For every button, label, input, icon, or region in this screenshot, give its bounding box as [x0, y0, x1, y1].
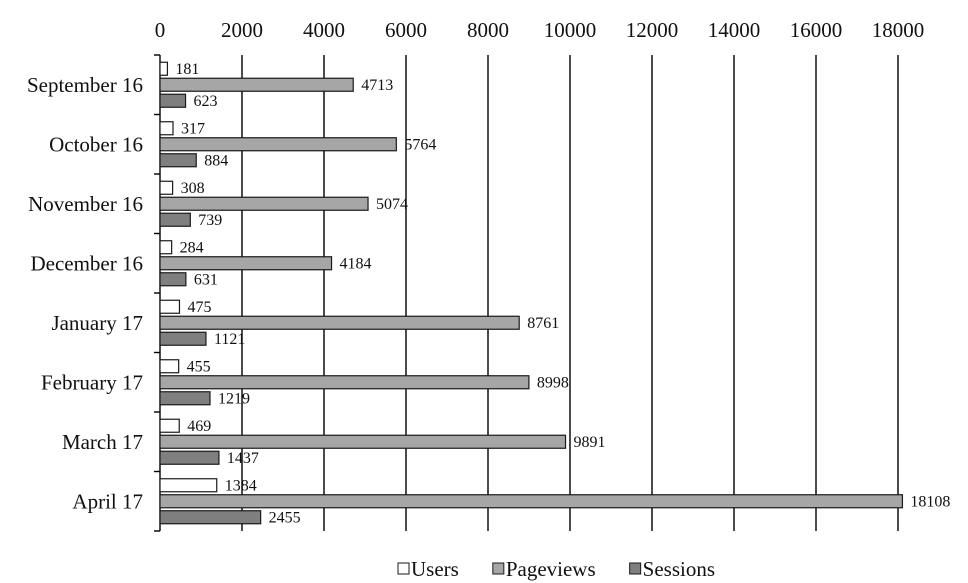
value-label-pageviews-december-16: 4184 [340, 255, 372, 272]
bar-pageviews-february-17 [159, 375, 530, 390]
legend-item-users: Users [397, 557, 459, 581]
bar-pageviews-october-16 [159, 137, 397, 152]
value-label-users-october-16: 317 [181, 120, 205, 137]
category-label-september-16: September 16 [27, 73, 143, 97]
bar-sessions-december-16 [159, 272, 187, 287]
value-label-pageviews-april-17: 18108 [910, 493, 950, 510]
x-tick-label-0: 0 [155, 18, 166, 42]
bar-sessions-october-16 [159, 153, 197, 168]
bar-pageviews-march-17 [159, 434, 567, 449]
category-label-march-17: March 17 [62, 430, 143, 454]
legend-label-sessions: Sessions [643, 557, 715, 581]
legend: Users Pageviews Sessions [397, 557, 715, 581]
value-label-sessions-december-16: 631 [194, 271, 218, 288]
legend-label-pageviews: Pageviews [506, 557, 596, 581]
category-label-november-16: November 16 [28, 192, 143, 216]
value-label-sessions-january-17: 1121 [214, 331, 245, 348]
legend-label-users: Users [411, 557, 459, 581]
bar-sessions-march-17 [159, 450, 220, 465]
y-axis [154, 54, 161, 532]
legend-item-pageviews: Pageviews [492, 557, 596, 581]
category-labels: September 16 October 16 November 16 Decembe… [27, 73, 143, 514]
category-label-january-17: January 17 [51, 311, 143, 335]
bar-users-april-17 [159, 478, 218, 493]
value-label-sessions-november-16: 739 [198, 212, 222, 229]
bar-sessions-january-17 [159, 331, 207, 346]
value-label-pageviews-september-16: 4713 [361, 77, 393, 94]
value-label-users-february-17: 455 [187, 358, 211, 375]
value-label-users-september-16: 181 [175, 61, 199, 78]
category-label-april-17: April 17 [72, 489, 143, 513]
bar-users-february-17 [159, 359, 180, 374]
value-label-pageviews-january-17: 8761 [527, 315, 559, 332]
bar-sessions-september-16 [159, 93, 187, 108]
bar-pageviews-december-16 [159, 256, 333, 271]
x-tick-label-14000: 14000 [708, 18, 761, 42]
value-label-pageviews-march-17: 9891 [574, 434, 606, 451]
value-label-sessions-april-17: 2455 [269, 509, 301, 526]
bar-users-january-17 [159, 299, 181, 314]
x-tick-label-10000: 10000 [544, 18, 597, 42]
x-tick-label-4000: 4000 [303, 18, 345, 42]
value-label-sessions-october-16: 884 [204, 152, 228, 169]
x-tick-label-2000: 2000 [221, 18, 263, 42]
bar-sessions-february-17 [159, 391, 211, 406]
value-label-pageviews-february-17: 8998 [537, 374, 569, 391]
value-label-users-november-16: 308 [181, 180, 205, 197]
value-label-pageviews-november-16: 5074 [376, 196, 408, 213]
value-labels: 181 4713 623 317 5764 884 308 5074 739 284 4184 631… [175, 61, 950, 527]
legend-item-sessions: Sessions [629, 557, 715, 581]
value-label-sessions-march-17: 1437 [227, 450, 259, 467]
category-label-october-16: October 16 [49, 132, 143, 156]
value-label-sessions-september-16: 623 [194, 93, 218, 110]
value-label-users-march-17: 469 [187, 418, 211, 435]
legend-swatch-users [397, 562, 410, 575]
bar-pageviews-november-16 [159, 196, 369, 211]
x-axis-tick-labels: 0 2000 4000 6000 8000 10000 12000 14000 16000 180… [155, 18, 925, 42]
legend-swatch-pageviews [492, 562, 505, 575]
x-tick-label-16000: 16000 [790, 18, 843, 42]
x-tick-label-8000: 8000 [467, 18, 509, 42]
value-label-users-january-17: 475 [187, 299, 211, 316]
bar-pageviews-september-16 [159, 77, 354, 92]
value-label-sessions-february-17: 1219 [218, 390, 250, 407]
bar-users-december-16 [159, 240, 173, 255]
x-tick-label-12000: 12000 [626, 18, 679, 42]
legend-swatch-sessions [629, 562, 642, 575]
category-label-december-16: December 16 [30, 251, 143, 275]
value-label-users-december-16: 284 [180, 239, 204, 256]
bar-pageviews-january-17 [159, 315, 520, 330]
bar-pageviews-april-17 [159, 494, 904, 509]
bar-sessions-november-16 [159, 212, 191, 227]
bar-users-october-16 [159, 121, 174, 136]
bar-users-march-17 [159, 418, 180, 433]
bar-sessions-april-17 [159, 510, 262, 525]
category-label-february-17: February 17 [41, 370, 143, 394]
gridlines [241, 55, 899, 531]
bar-users-september-16 [159, 61, 169, 76]
x-tick-label-6000: 6000 [385, 18, 427, 42]
bars [159, 61, 904, 525]
value-label-users-april-17: 1384 [225, 477, 257, 494]
value-label-pageviews-october-16: 5764 [404, 136, 436, 153]
x-tick-label-18000: 18000 [872, 18, 925, 42]
bar-users-november-16 [159, 180, 174, 195]
